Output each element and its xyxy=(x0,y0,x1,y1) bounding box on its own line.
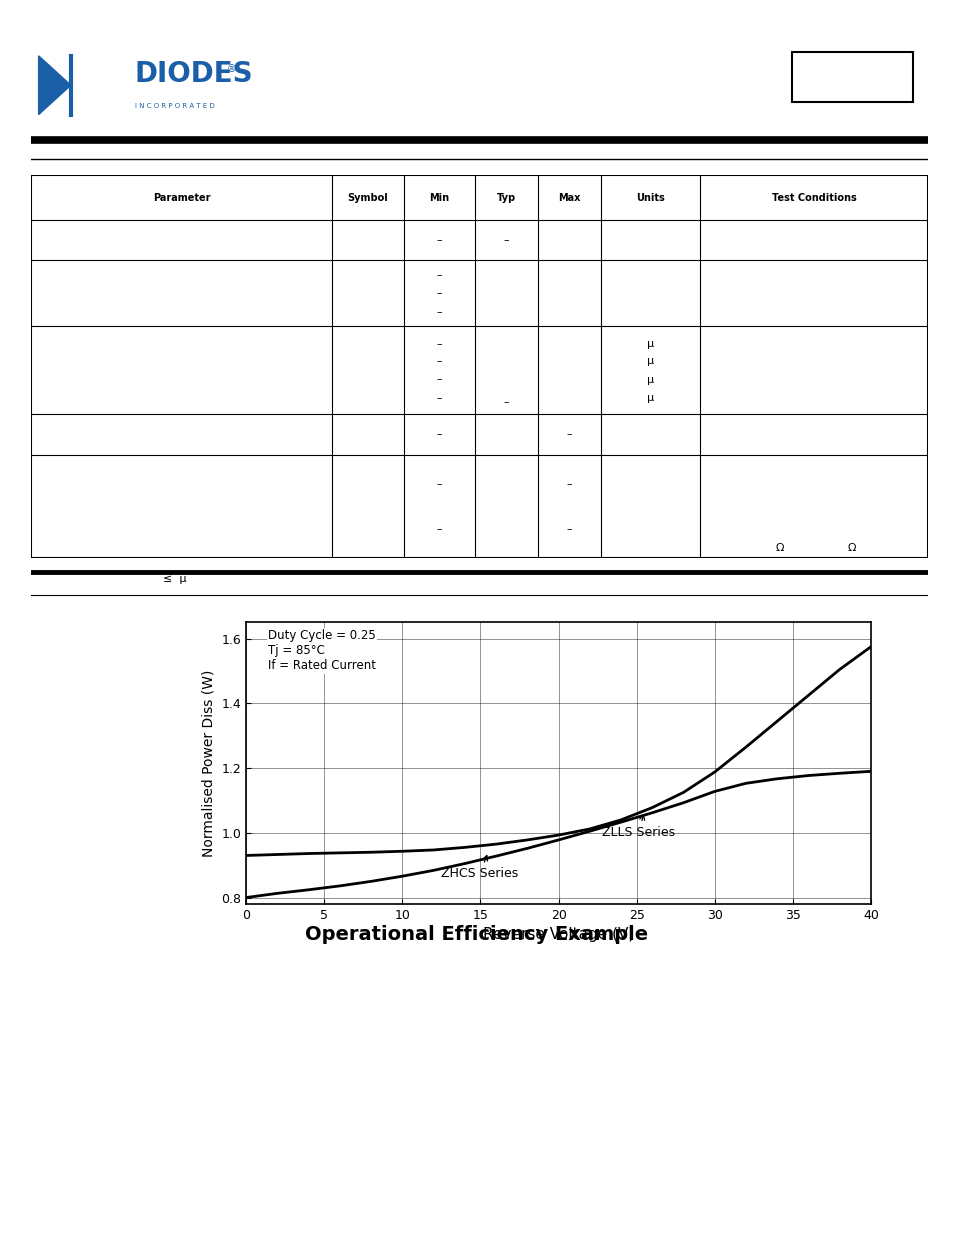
Text: –: – xyxy=(503,398,509,408)
Text: DIODES: DIODES xyxy=(134,61,253,88)
Text: –: – xyxy=(436,235,442,246)
Text: Duty Cycle = 0.25
Tj = 85°C
If = Rated Current: Duty Cycle = 0.25 Tj = 85°C If = Rated C… xyxy=(268,630,375,673)
Text: μ: μ xyxy=(646,356,653,367)
Text: Test Conditions: Test Conditions xyxy=(771,193,856,203)
Text: ®: ® xyxy=(227,64,236,74)
Text: μ: μ xyxy=(646,338,653,348)
Text: –: – xyxy=(436,289,442,299)
Text: –: – xyxy=(436,479,442,489)
Text: –: – xyxy=(503,235,509,246)
Text: –: – xyxy=(566,479,572,489)
Bar xyxy=(791,52,912,103)
Text: Units: Units xyxy=(636,193,664,203)
Text: Parameter: Parameter xyxy=(152,193,211,203)
Text: –: – xyxy=(436,306,442,317)
Text: –: – xyxy=(436,338,442,348)
Text: –: – xyxy=(566,430,572,440)
Text: Ω: Ω xyxy=(846,543,855,553)
Text: –: – xyxy=(436,356,442,367)
X-axis label: Reverse Voltage (V): Reverse Voltage (V) xyxy=(482,927,634,942)
Text: –: – xyxy=(436,374,442,384)
Text: I N C O R P O R A T E D: I N C O R P O R A T E D xyxy=(134,103,214,109)
Text: –: – xyxy=(566,525,572,535)
Text: –: – xyxy=(436,270,442,280)
Text: Ω: Ω xyxy=(775,543,783,553)
Text: Max: Max xyxy=(558,193,580,203)
Text: ZLLS Series: ZLLS Series xyxy=(601,815,675,839)
Text: –: – xyxy=(436,393,442,403)
Text: –: – xyxy=(436,525,442,535)
Text: Typ: Typ xyxy=(497,193,516,203)
Polygon shape xyxy=(38,56,71,115)
Text: ZHCS Series: ZHCS Series xyxy=(441,856,518,881)
Text: Operational Efficiency Example: Operational Efficiency Example xyxy=(305,925,648,945)
Text: ≤  μ: ≤ μ xyxy=(163,573,187,583)
Text: μ: μ xyxy=(646,393,653,403)
Text: –: – xyxy=(436,430,442,440)
Text: Symbol: Symbol xyxy=(347,193,388,203)
Text: μ: μ xyxy=(646,374,653,384)
Text: Min: Min xyxy=(429,193,449,203)
Y-axis label: Normalised Power Diss (W): Normalised Power Diss (W) xyxy=(201,669,215,857)
